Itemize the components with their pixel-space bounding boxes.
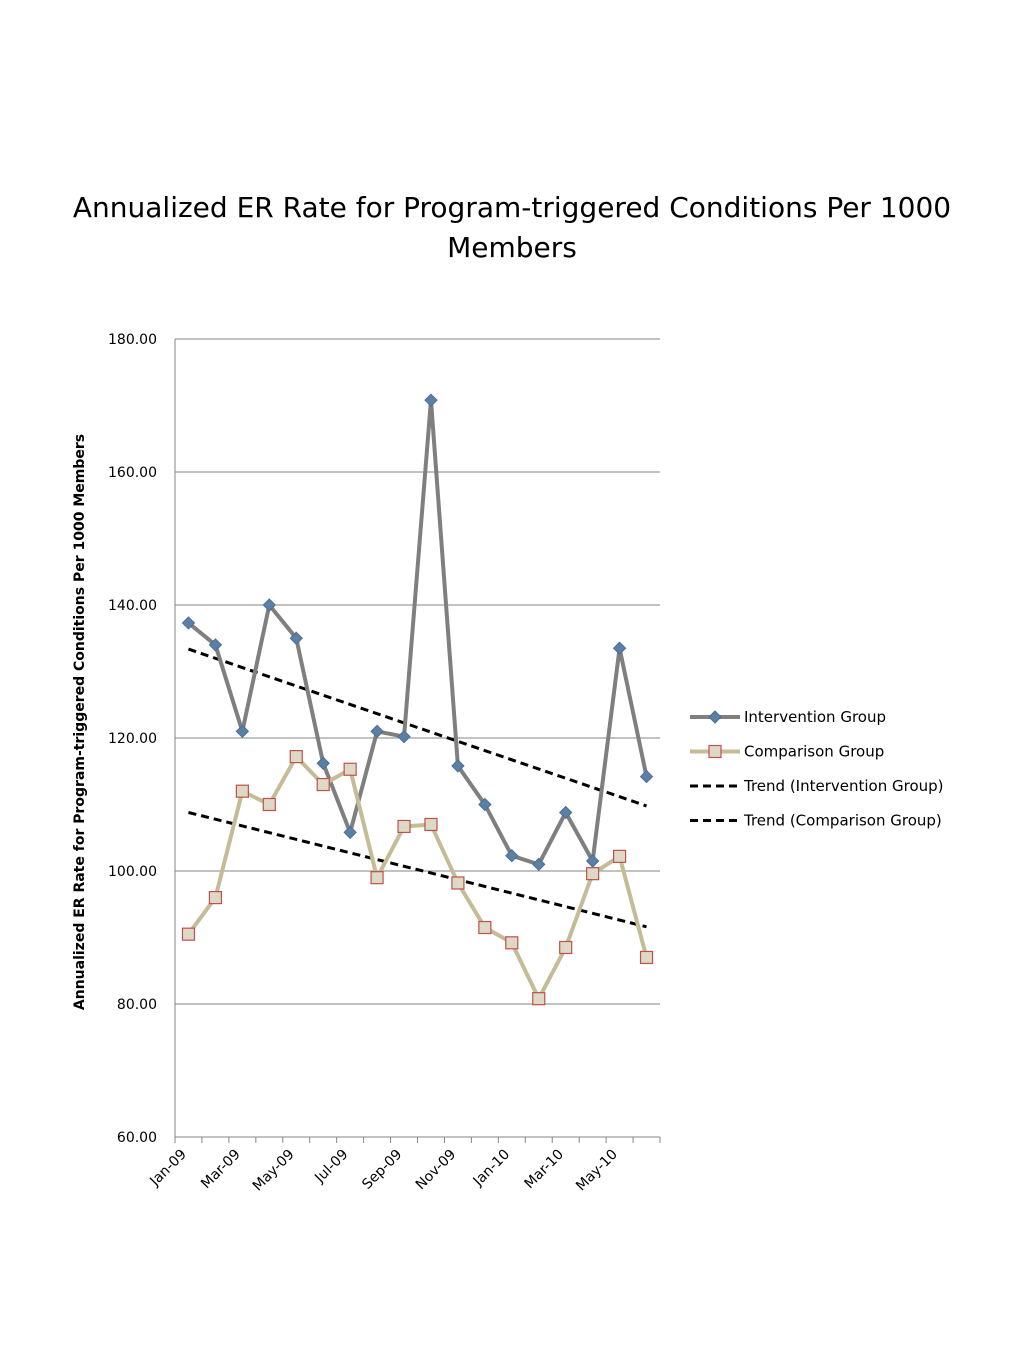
- trend-line: [187, 647, 648, 808]
- data-point: [262, 797, 276, 812]
- data-series: [181, 393, 654, 1006]
- chart-title-line-1: Annualized ER Rate for Program-triggered…: [72, 191, 952, 224]
- data-point: [612, 849, 627, 863]
- data-point: [370, 724, 384, 739]
- data-point: [262, 598, 277, 612]
- x-tick-label: Mar-10: [522, 1147, 568, 1193]
- chart-title: Annualized ER Rate for Program-triggered…: [40, 188, 984, 268]
- x-tick-label: Jul-09: [311, 1147, 351, 1187]
- legend-label: Intervention Group: [744, 708, 886, 726]
- data-point: [451, 876, 465, 890]
- data-point: [208, 890, 223, 905]
- y-tick-label: 100.00: [108, 864, 157, 880]
- data-point: [478, 797, 492, 812]
- data-point: [397, 729, 411, 744]
- legend-marker: [708, 710, 722, 724]
- y-tick-labels: 60.00 80.00 100.00 120.00 140.00 160.00 180.00: [108, 332, 157, 1146]
- y-tick-label: 180.00: [108, 332, 157, 348]
- series-line: [187, 398, 649, 867]
- data-point: [559, 940, 573, 955]
- y-tick-label: 80.00: [117, 997, 157, 1013]
- x-tick-label: Mar-09: [198, 1147, 244, 1193]
- data-point: [424, 817, 438, 832]
- x-tick-label: Jan-10: [470, 1147, 513, 1190]
- axes: [174, 339, 661, 1143]
- data-point: [585, 854, 600, 868]
- data-point: [181, 927, 196, 941]
- data-point: [316, 756, 330, 770]
- data-point: [289, 631, 303, 645]
- data-point: [558, 805, 573, 820]
- gridlines: [175, 338, 660, 1138]
- trend-line: [188, 811, 647, 929]
- x-tick-labels: Jan-09 Mar-09 May-09 Jul-09 Sep-09 Nov-09 Jan-…: [146, 1147, 621, 1195]
- data-point: [639, 950, 654, 965]
- x-tick-label: May-10: [573, 1147, 621, 1195]
- legend: Intervention Group Comparison Group Trend …: [690, 708, 944, 830]
- y-tick-label: 60.00: [117, 1130, 157, 1146]
- data-point: [235, 784, 249, 798]
- data-point: [612, 641, 627, 655]
- y-tick-label: 140.00: [108, 598, 157, 614]
- data-point: [639, 769, 654, 784]
- data-point: [316, 777, 330, 792]
- x-tick-label: Jan-09: [146, 1147, 189, 1190]
- legend-label: Comparison Group: [744, 743, 884, 761]
- data-point: [505, 848, 519, 863]
- y-axis-label: Annualized ER Rate for Program-triggered…: [72, 434, 88, 1010]
- data-point: [397, 819, 411, 834]
- data-point: [289, 750, 303, 764]
- y-tick-label: 120.00: [108, 731, 157, 747]
- x-tick-label: Nov-09: [413, 1147, 460, 1194]
- data-point: [586, 867, 600, 881]
- data-point: [208, 638, 223, 652]
- legend-label: Trend (Intervention Group): [743, 777, 944, 795]
- legend-label: Trend (Comparison Group): [743, 812, 942, 830]
- data-point: [505, 936, 519, 950]
- y-tick-label: 160.00: [108, 465, 157, 481]
- data-point: [343, 825, 357, 840]
- x-tick-label: May-09: [250, 1147, 298, 1195]
- x-tick-label: Sep-09: [359, 1147, 405, 1193]
- data-point: [181, 616, 196, 630]
- data-point: [343, 762, 357, 776]
- trend-lines: [187, 647, 648, 929]
- series-line: [186, 754, 649, 1001]
- data-point: [478, 920, 492, 935]
- data-point: [370, 871, 384, 885]
- data-point: [451, 759, 465, 773]
- data-point: [235, 724, 250, 739]
- legend-marker: [708, 744, 722, 759]
- data-point: [424, 393, 438, 407]
- data-point: [532, 992, 546, 1006]
- data-point: [532, 857, 546, 872]
- chart-title-line-2: Members: [447, 231, 577, 264]
